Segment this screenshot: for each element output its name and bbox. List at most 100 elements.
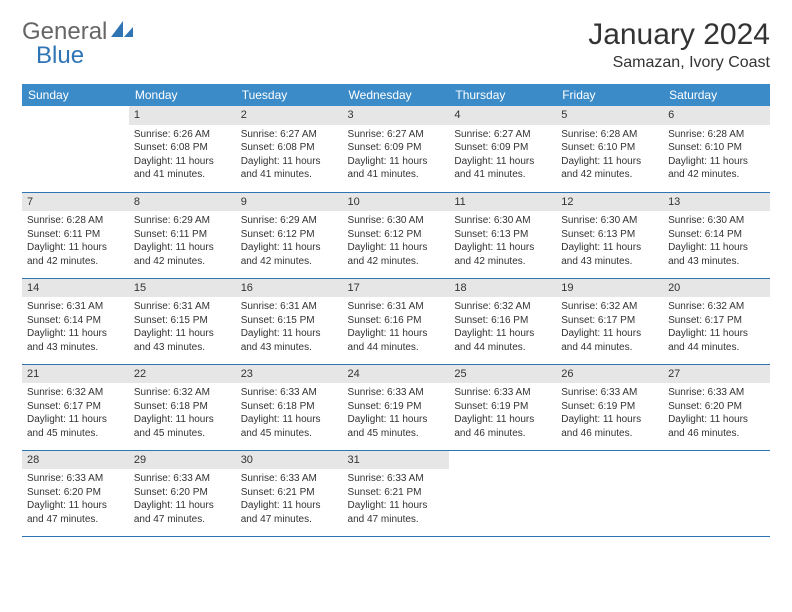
title-block: January 2024 Samazan, Ivory Coast xyxy=(588,18,770,72)
calendar-day-cell: 20Sunrise: 6:32 AMSunset: 6:17 PMDayligh… xyxy=(663,278,770,364)
day-number: 9 xyxy=(236,193,343,212)
day-number: 10 xyxy=(343,193,450,212)
day-details: Sunrise: 6:33 AMSunset: 6:19 PMDaylight:… xyxy=(343,383,450,444)
day-number: 14 xyxy=(22,279,129,298)
weekday-header: Sunday xyxy=(22,84,129,106)
day-number: 3 xyxy=(343,106,450,125)
calendar-day-cell: 23Sunrise: 6:33 AMSunset: 6:18 PMDayligh… xyxy=(236,364,343,450)
day-details: Sunrise: 6:26 AMSunset: 6:08 PMDaylight:… xyxy=(129,125,236,186)
calendar-empty-cell xyxy=(22,106,129,192)
calendar-day-cell: 15Sunrise: 6:31 AMSunset: 6:15 PMDayligh… xyxy=(129,278,236,364)
calendar-day-cell: 30Sunrise: 6:33 AMSunset: 6:21 PMDayligh… xyxy=(236,450,343,536)
calendar-day-cell: 28Sunrise: 6:33 AMSunset: 6:20 PMDayligh… xyxy=(22,450,129,536)
day-number: 7 xyxy=(22,193,129,212)
day-number: 19 xyxy=(556,279,663,298)
calendar-day-cell: 19Sunrise: 6:32 AMSunset: 6:17 PMDayligh… xyxy=(556,278,663,364)
calendar-header-row: SundayMondayTuesdayWednesdayThursdayFrid… xyxy=(22,84,770,106)
day-details: Sunrise: 6:30 AMSunset: 6:12 PMDaylight:… xyxy=(343,211,450,272)
day-number: 29 xyxy=(129,451,236,470)
calendar-day-cell: 27Sunrise: 6:33 AMSunset: 6:20 PMDayligh… xyxy=(663,364,770,450)
day-number: 13 xyxy=(663,193,770,212)
day-number: 4 xyxy=(449,106,556,125)
day-details: Sunrise: 6:32 AMSunset: 6:18 PMDaylight:… xyxy=(129,383,236,444)
weekday-header: Monday xyxy=(129,84,236,106)
day-details: Sunrise: 6:33 AMSunset: 6:20 PMDaylight:… xyxy=(663,383,770,444)
calendar-day-cell: 18Sunrise: 6:32 AMSunset: 6:16 PMDayligh… xyxy=(449,278,556,364)
day-details: Sunrise: 6:32 AMSunset: 6:16 PMDaylight:… xyxy=(449,297,556,358)
month-title: January 2024 xyxy=(588,18,770,52)
calendar-empty-cell xyxy=(556,450,663,536)
day-number: 31 xyxy=(343,451,450,470)
logo-word-2: Blue xyxy=(36,42,84,70)
day-number: 16 xyxy=(236,279,343,298)
calendar-day-cell: 10Sunrise: 6:30 AMSunset: 6:12 PMDayligh… xyxy=(343,192,450,278)
weekday-header: Thursday xyxy=(449,84,556,106)
weekday-header: Friday xyxy=(556,84,663,106)
calendar-table: SundayMondayTuesdayWednesdayThursdayFrid… xyxy=(22,84,770,537)
calendar-day-cell: 5Sunrise: 6:28 AMSunset: 6:10 PMDaylight… xyxy=(556,106,663,192)
calendar-day-cell: 6Sunrise: 6:28 AMSunset: 6:10 PMDaylight… xyxy=(663,106,770,192)
day-details: Sunrise: 6:27 AMSunset: 6:09 PMDaylight:… xyxy=(343,125,450,186)
calendar-day-cell: 8Sunrise: 6:29 AMSunset: 6:11 PMDaylight… xyxy=(129,192,236,278)
day-details: Sunrise: 6:32 AMSunset: 6:17 PMDaylight:… xyxy=(663,297,770,358)
calendar-week-row: 21Sunrise: 6:32 AMSunset: 6:17 PMDayligh… xyxy=(22,364,770,450)
calendar-day-cell: 11Sunrise: 6:30 AMSunset: 6:13 PMDayligh… xyxy=(449,192,556,278)
day-number: 5 xyxy=(556,106,663,125)
day-details: Sunrise: 6:33 AMSunset: 6:21 PMDaylight:… xyxy=(343,469,450,530)
calendar-day-cell: 14Sunrise: 6:31 AMSunset: 6:14 PMDayligh… xyxy=(22,278,129,364)
calendar-day-cell: 7Sunrise: 6:28 AMSunset: 6:11 PMDaylight… xyxy=(22,192,129,278)
calendar-empty-cell xyxy=(449,450,556,536)
calendar-day-cell: 31Sunrise: 6:33 AMSunset: 6:21 PMDayligh… xyxy=(343,450,450,536)
day-details: Sunrise: 6:33 AMSunset: 6:19 PMDaylight:… xyxy=(449,383,556,444)
calendar-week-row: 28Sunrise: 6:33 AMSunset: 6:20 PMDayligh… xyxy=(22,450,770,536)
day-details: Sunrise: 6:33 AMSunset: 6:19 PMDaylight:… xyxy=(556,383,663,444)
day-number: 27 xyxy=(663,365,770,384)
day-number: 6 xyxy=(663,106,770,125)
calendar-day-cell: 16Sunrise: 6:31 AMSunset: 6:15 PMDayligh… xyxy=(236,278,343,364)
day-details: Sunrise: 6:32 AMSunset: 6:17 PMDaylight:… xyxy=(556,297,663,358)
day-details: Sunrise: 6:32 AMSunset: 6:17 PMDaylight:… xyxy=(22,383,129,444)
calendar-day-cell: 1Sunrise: 6:26 AMSunset: 6:08 PMDaylight… xyxy=(129,106,236,192)
day-number: 1 xyxy=(129,106,236,125)
day-details: Sunrise: 6:29 AMSunset: 6:12 PMDaylight:… xyxy=(236,211,343,272)
day-number: 12 xyxy=(556,193,663,212)
weekday-header: Saturday xyxy=(663,84,770,106)
day-number: 30 xyxy=(236,451,343,470)
day-number: 28 xyxy=(22,451,129,470)
day-number: 18 xyxy=(449,279,556,298)
day-number: 20 xyxy=(663,279,770,298)
day-number: 2 xyxy=(236,106,343,125)
day-details: Sunrise: 6:31 AMSunset: 6:14 PMDaylight:… xyxy=(22,297,129,358)
calendar-day-cell: 2Sunrise: 6:27 AMSunset: 6:08 PMDaylight… xyxy=(236,106,343,192)
day-number: 26 xyxy=(556,365,663,384)
calendar-day-cell: 12Sunrise: 6:30 AMSunset: 6:13 PMDayligh… xyxy=(556,192,663,278)
day-number: 25 xyxy=(449,365,556,384)
calendar-day-cell: 25Sunrise: 6:33 AMSunset: 6:19 PMDayligh… xyxy=(449,364,556,450)
day-details: Sunrise: 6:31 AMSunset: 6:15 PMDaylight:… xyxy=(236,297,343,358)
day-details: Sunrise: 6:30 AMSunset: 6:13 PMDaylight:… xyxy=(556,211,663,272)
calendar-day-cell: 13Sunrise: 6:30 AMSunset: 6:14 PMDayligh… xyxy=(663,192,770,278)
location: Samazan, Ivory Coast xyxy=(588,54,770,72)
calendar-day-cell: 9Sunrise: 6:29 AMSunset: 6:12 PMDaylight… xyxy=(236,192,343,278)
day-details: Sunrise: 6:33 AMSunset: 6:18 PMDaylight:… xyxy=(236,383,343,444)
day-number: 22 xyxy=(129,365,236,384)
day-details: Sunrise: 6:30 AMSunset: 6:14 PMDaylight:… xyxy=(663,211,770,272)
day-details: Sunrise: 6:31 AMSunset: 6:15 PMDaylight:… xyxy=(129,297,236,358)
day-details: Sunrise: 6:33 AMSunset: 6:20 PMDaylight:… xyxy=(22,469,129,530)
calendar-day-cell: 3Sunrise: 6:27 AMSunset: 6:09 PMDaylight… xyxy=(343,106,450,192)
day-details: Sunrise: 6:29 AMSunset: 6:11 PMDaylight:… xyxy=(129,211,236,272)
day-details: Sunrise: 6:31 AMSunset: 6:16 PMDaylight:… xyxy=(343,297,450,358)
calendar-week-row: 7Sunrise: 6:28 AMSunset: 6:11 PMDaylight… xyxy=(22,192,770,278)
weekday-header: Wednesday xyxy=(343,84,450,106)
weekday-header: Tuesday xyxy=(236,84,343,106)
calendar-day-cell: 21Sunrise: 6:32 AMSunset: 6:17 PMDayligh… xyxy=(22,364,129,450)
calendar-body: 1Sunrise: 6:26 AMSunset: 6:08 PMDaylight… xyxy=(22,106,770,536)
calendar-empty-cell xyxy=(663,450,770,536)
day-details: Sunrise: 6:33 AMSunset: 6:21 PMDaylight:… xyxy=(236,469,343,530)
calendar-day-cell: 4Sunrise: 6:27 AMSunset: 6:09 PMDaylight… xyxy=(449,106,556,192)
logo-sail-icon xyxy=(109,18,135,46)
day-number: 17 xyxy=(343,279,450,298)
calendar-day-cell: 26Sunrise: 6:33 AMSunset: 6:19 PMDayligh… xyxy=(556,364,663,450)
day-number: 23 xyxy=(236,365,343,384)
calendar-day-cell: 22Sunrise: 6:32 AMSunset: 6:18 PMDayligh… xyxy=(129,364,236,450)
